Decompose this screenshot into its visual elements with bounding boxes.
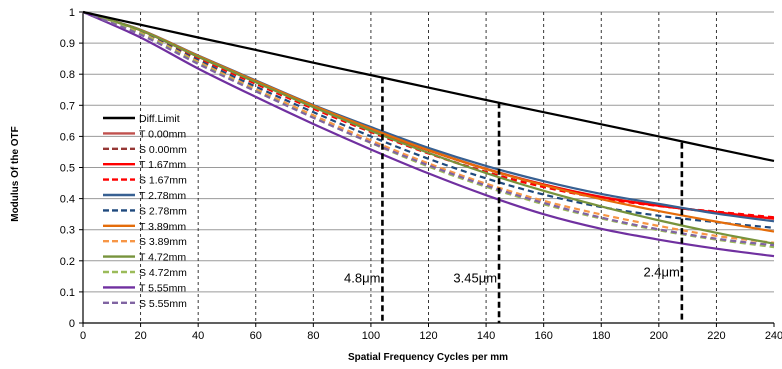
series-line-s-2-78mm: [82, 10, 775, 229]
x-tick-label: 240: [765, 330, 782, 342]
y-tick-label: 0.2: [60, 256, 75, 268]
axes: 0 0.1 0.2 0.3 0.4 0.5 0.6 0.7 0.8 0.9 1 0 20 40 60 80 10…: [60, 7, 782, 342]
legend-label: S 2.78mm: [139, 205, 187, 217]
legend-label: S 0.00mm: [139, 144, 187, 156]
legend-label: T 3.89mm: [139, 221, 186, 233]
series-line-t-4-72mm: [82, 10, 775, 245]
legend-label: S 4.72mm: [139, 267, 187, 279]
x-tick-label: 60: [250, 330, 262, 342]
legend-label: S 1.67mm: [139, 175, 187, 187]
y-axis-title: Modulus Of the OTF: [10, 126, 21, 222]
x-tick-label: 200: [650, 330, 668, 342]
y-tick-label: 0: [69, 318, 75, 330]
x-tick-label: 220: [707, 330, 725, 342]
y-tick-label: 0.6: [60, 131, 75, 143]
legend: Diff.Limit T 0.00mm S 0.00mm T 1.67mm S 1.67…: [103, 113, 187, 310]
marker-label: 4.8μm: [344, 271, 380, 286]
marker-label: 2.4μm: [643, 264, 679, 279]
x-tick-label: 0: [80, 330, 86, 342]
x-tick-label: 80: [307, 330, 319, 342]
legend-label: T 4.72mm: [139, 252, 186, 264]
legend-label: T 1.67mm: [139, 159, 186, 171]
series-line-t-5-55mm: [82, 10, 775, 258]
legend-label: S 3.89mm: [139, 236, 187, 248]
y-tick-label: 0.9: [60, 38, 75, 50]
series-line-s-3-89mm: [82, 10, 775, 244]
legend-label: Diff.Limit: [139, 113, 180, 125]
series-line-diff-limit: [82, 10, 775, 163]
x-tick-label: 100: [362, 330, 380, 342]
y-tick-label: 1: [69, 7, 75, 19]
legend-label: S 5.55mm: [139, 298, 187, 310]
x-tick-label: 180: [592, 330, 610, 342]
legend-label: T 5.55mm: [139, 282, 186, 294]
resolution-markers: 4.8μm 3.45μm 2.4μm: [344, 77, 684, 323]
series-lines: [82, 10, 775, 258]
x-tick-label: 20: [134, 330, 146, 342]
x-axis-title: Spatial Frequency Cycles per mm: [348, 352, 508, 363]
marker-label: 3.45μm: [453, 271, 497, 286]
legend-label: T 0.00mm: [139, 128, 186, 140]
legend-label: T 2.78mm: [139, 190, 186, 202]
x-tick-label: 120: [419, 330, 437, 342]
y-tick-label: 0.4: [60, 194, 75, 206]
x-tick-label: 140: [477, 330, 495, 342]
y-tick-label: 0.1: [60, 287, 75, 299]
x-tick-label: 160: [534, 330, 552, 342]
grid-lines: [83, 11, 774, 323]
x-tick-label: 40: [192, 330, 204, 342]
y-tick-label: 0.3: [60, 225, 75, 237]
y-tick-label: 0.8: [60, 69, 75, 81]
y-tick-label: 0.5: [60, 163, 75, 175]
y-tick-label: 0.7: [60, 100, 75, 112]
